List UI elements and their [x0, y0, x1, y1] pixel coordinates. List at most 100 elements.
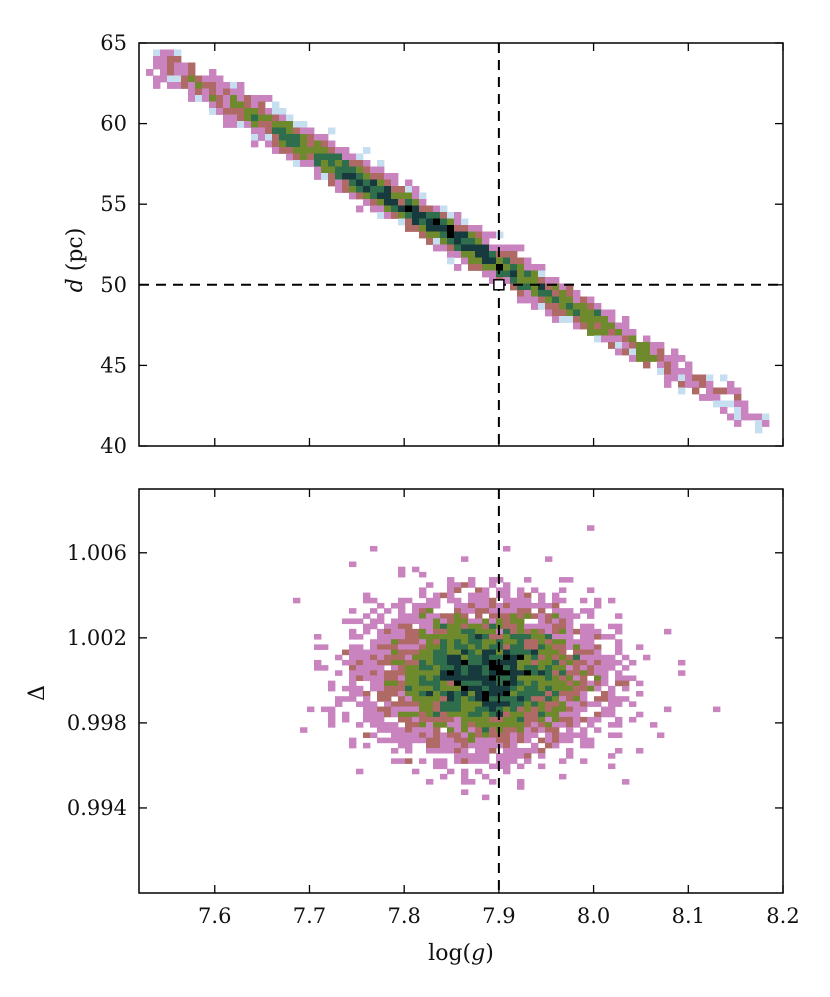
top-heatmap-cell [699, 394, 707, 401]
bottom-heatmap-cell [573, 659, 581, 666]
bottom-heatmap-cell [489, 670, 497, 676]
top-heatmap-cell [426, 231, 434, 239]
bottom-heatmap-cell [524, 608, 532, 614]
bottom-heatmap-cell [573, 706, 581, 713]
top-heatmap-cell [433, 231, 441, 239]
bottom-heatmap-cell [468, 675, 476, 682]
top-heatmap-cell [608, 329, 616, 336]
bottom-heatmap-cell [566, 732, 574, 739]
bottom-heatmap-cell [601, 665, 609, 671]
bottom-heatmap-cell [461, 556, 469, 562]
bottom-heatmap-cell [328, 711, 336, 718]
top-heatmap-cell [601, 322, 609, 330]
top-heatmap-cell [356, 205, 364, 213]
bottom-heatmap-cell [419, 696, 427, 702]
bottom-heatmap-cell [377, 711, 385, 718]
bottom-heatmap-cell [573, 639, 581, 645]
bottom-heatmap-cell [559, 701, 567, 707]
top-heatmap-cell [405, 179, 413, 187]
bottom-heatmap-cell [517, 779, 525, 785]
bottom-heatmap-cell [391, 634, 399, 640]
top-heatmap-cell [755, 413, 763, 421]
bottom-heatmap-cell [566, 670, 574, 676]
top-heatmap-cell [538, 303, 546, 310]
bottom-heatmap-cell [545, 685, 553, 692]
bottom-heatmap-cell [608, 654, 616, 661]
bottom-heatmap-cell [377, 722, 385, 728]
bottom-heatmap-cell [454, 654, 462, 661]
bottom-heatmap-cell [559, 618, 567, 625]
bottom-heatmap-cell [475, 639, 483, 645]
top-heatmap-cell [272, 147, 280, 154]
bottom-heatmap-cell [454, 747, 462, 754]
top-heatmap-cell [279, 147, 287, 154]
top-heatmap-cell [412, 199, 420, 206]
bottom-heatmap-cell [475, 758, 483, 764]
bottom-heatmap-cell [440, 675, 448, 682]
top-heatmap-cell [258, 114, 266, 122]
bottom-heatmap-cell [524, 623, 532, 630]
bottom-heatmap-cell [573, 711, 581, 718]
top-heatmap-cell [433, 218, 441, 226]
top-heatmap-cell [664, 361, 672, 369]
bottom-heatmap-cell [468, 592, 476, 599]
top-heatmap-cell [300, 160, 308, 167]
top-heatmap-cell [538, 290, 546, 297]
bottom-heatmap-cell [601, 659, 609, 666]
bottom-heatmap-cell [475, 742, 483, 749]
top-heatmap-cell [566, 296, 574, 304]
bottom-heatmap-cell [461, 639, 469, 645]
bottom-heatmap-cell [391, 618, 399, 625]
bottom-heatmap-cell [412, 711, 420, 718]
bottom-heatmap-cell [545, 716, 553, 723]
bottom-heatmap-cell [538, 696, 546, 702]
bottom-heatmap-cell [594, 696, 602, 702]
bottom-heatmap-cell [475, 706, 483, 713]
bottom-heatmap-cell [566, 685, 574, 692]
bottom-heatmap-cell [370, 685, 378, 692]
bottom-heatmap-cell [587, 639, 595, 645]
bottom-heatmap-cell [412, 685, 420, 692]
bottom-heatmap-cell [454, 623, 462, 630]
top-heatmap-cell [440, 244, 448, 252]
top-heatmap-cell [734, 420, 742, 427]
bottom-heatmap-cell [370, 722, 378, 728]
top-heatmap-cell [538, 296, 546, 304]
bottom-heatmap-cell [461, 711, 469, 718]
bottom-heatmap-cell [517, 691, 525, 697]
bottom-heatmap-cell [419, 571, 427, 578]
bottom-heatmap-cell [433, 639, 441, 645]
bottom-heatmap-cell [580, 732, 588, 739]
top-heatmap-cell [468, 257, 476, 265]
bottom-heatmap-cell [475, 696, 483, 702]
bottom-heatmap-cell [517, 618, 525, 625]
bottom-heatmap-cell [475, 597, 483, 604]
bottom-heatmap-cell [503, 602, 511, 609]
bottom-heatmap-cell [356, 722, 364, 728]
top-heatmap-cell [482, 244, 490, 252]
bottom-heatmap-cell [517, 659, 525, 666]
top-heatmap-cell [370, 179, 378, 187]
bottom-y-tick-label: 1.006 [67, 541, 127, 565]
bottom-heatmap-cell [398, 608, 406, 614]
bottom-heatmap-cell [531, 654, 539, 661]
bottom-heatmap-cell [552, 613, 560, 619]
bottom-heatmap-cell [538, 685, 546, 692]
bottom-heatmap-cell [419, 644, 427, 650]
bottom-heatmap-cell [391, 628, 399, 635]
bottom-heatmap-cell [538, 613, 546, 619]
bottom-heatmap-cell [566, 701, 574, 707]
top-heatmap-cell [615, 322, 623, 330]
bottom-heatmap-cell [524, 758, 532, 764]
top-heatmap-cell [370, 192, 378, 200]
top-heatmap-cell [594, 316, 602, 323]
bottom-heatmap-cell [510, 608, 518, 614]
bottom-heatmap-cell [447, 649, 455, 656]
bottom-heatmap-cell [426, 779, 434, 785]
bottom-heatmap-cell [615, 628, 623, 635]
top-heatmap-cell [566, 283, 574, 291]
top-heatmap-cell [573, 309, 581, 317]
bottom-heatmap-cell [587, 613, 595, 619]
bottom-heatmap-cell [412, 716, 420, 723]
bottom-heatmap-cell [328, 685, 336, 692]
